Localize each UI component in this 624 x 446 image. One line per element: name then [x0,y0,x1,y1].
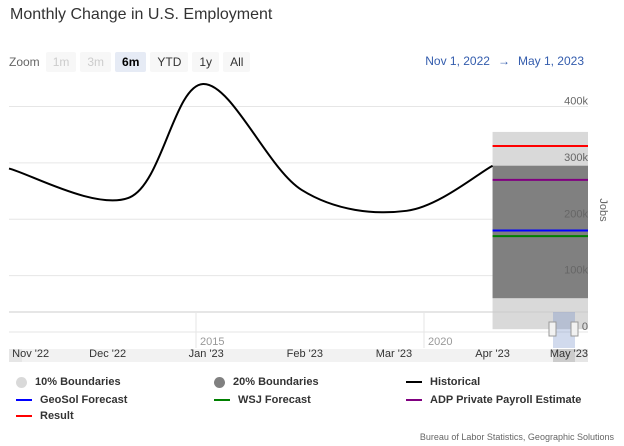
x-tick-label: Apr '23 [475,348,510,360]
x-tick-label: Feb '23 [287,348,323,360]
y-tick-label: 400k [564,96,588,108]
legend-label: 10% Boundaries [35,376,121,388]
zoom-3m-button[interactable]: 3m [80,52,112,72]
scrollbar-thumb[interactable] [553,349,575,362]
y-axis-title: Jobs [597,198,609,222]
legend-label: GeoSol Forecast [40,394,128,406]
legend-label: Result [40,410,74,422]
x-tick-label: May '23 [550,348,588,360]
grid-lines [9,106,588,333]
legend-label: Historical [430,376,481,388]
legend-item-wsj-forecast[interactable]: WSJ Forecast [214,394,311,406]
y-tick-label: 300k [564,152,588,164]
zoom-1y-button[interactable]: 1y [192,52,220,72]
legend-item-geosol-forecast[interactable]: GeoSol Forecast [16,394,127,406]
credits[interactable]: Bureau of Labor Statistics, Geographic S… [419,432,614,442]
legend-item-result[interactable]: Result [16,410,74,422]
x-tick-label: Dec '22 [89,348,126,360]
scrollbar-right-button[interactable] [575,349,588,362]
legend-item-20-boundaries[interactable]: 20% Boundaries [214,376,319,388]
zoom-6m-button[interactable]: 6m [115,52,147,72]
zoom-label: Zoom [9,55,40,69]
navigator-selection[interactable] [553,312,575,348]
range-arrow-icon: → [497,54,510,68]
legend-item-10-boundaries[interactable]: 10% Boundaries [16,376,121,388]
y-tick-label: 200k [564,208,588,220]
scrollbar-track[interactable] [9,349,588,362]
navigator-label: 2020 [428,336,452,348]
zoom-ytd-button[interactable]: YTD [150,52,189,72]
boundary-band-20 [492,165,588,299]
x-tick-label: Mar '23 [376,348,412,360]
x-tick-label: Jan '23 [189,348,224,360]
y-tick-label: 100k [564,265,588,277]
legend-label: ADP Private Payroll Estimate [430,394,582,406]
legend-item-historical[interactable]: Historical [406,376,480,388]
y-tick-label: 0 [582,321,588,333]
range-from-input[interactable]: Nov 1, 2022 [425,54,490,68]
navigator-left-handle[interactable] [548,321,557,337]
legend-line-icon [16,415,32,417]
legend-line-icon [214,399,230,401]
legend-line-icon [406,381,422,383]
date-range-display: Nov 1, 2022 → May 1, 2023 [425,54,584,68]
legend-dot-icon [16,376,27,388]
scrollbar-left-button[interactable] [9,349,22,362]
y-axis: Jobs 0 100k 200k 300k 400k [564,96,609,333]
estimate-lines [492,145,588,238]
zoom-all-button[interactable]: All [223,52,251,72]
x-tick-label: Nov '22 [12,348,49,360]
legend-dot-icon [214,376,225,388]
navigator-label: 2015 [200,336,224,348]
range-selector: Zoom 1m 3m 6m YTD 1y All [9,51,254,73]
x-axis: Nov '22 Dec '22 Jan '23 Feb '23 Mar '23 Apr '… [12,348,588,360]
zoom-1m-button[interactable]: 1m [45,52,77,72]
legend-line-icon [406,399,422,401]
chart-title: Monthly Change in U.S. Employment [10,6,273,23]
navigator-right-handle[interactable] [570,321,579,337]
legend-line-icon [16,399,32,401]
navigator[interactable]: 2015 2020 [9,311,588,362]
legend-label: WSJ Forecast [238,394,311,406]
legend-label: 20% Boundaries [233,376,319,388]
range-to-input[interactable]: May 1, 2023 [517,54,584,68]
legend-item-adp-estimate[interactable]: ADP Private Payroll Estimate [406,394,581,406]
historical-line [8,82,494,214]
